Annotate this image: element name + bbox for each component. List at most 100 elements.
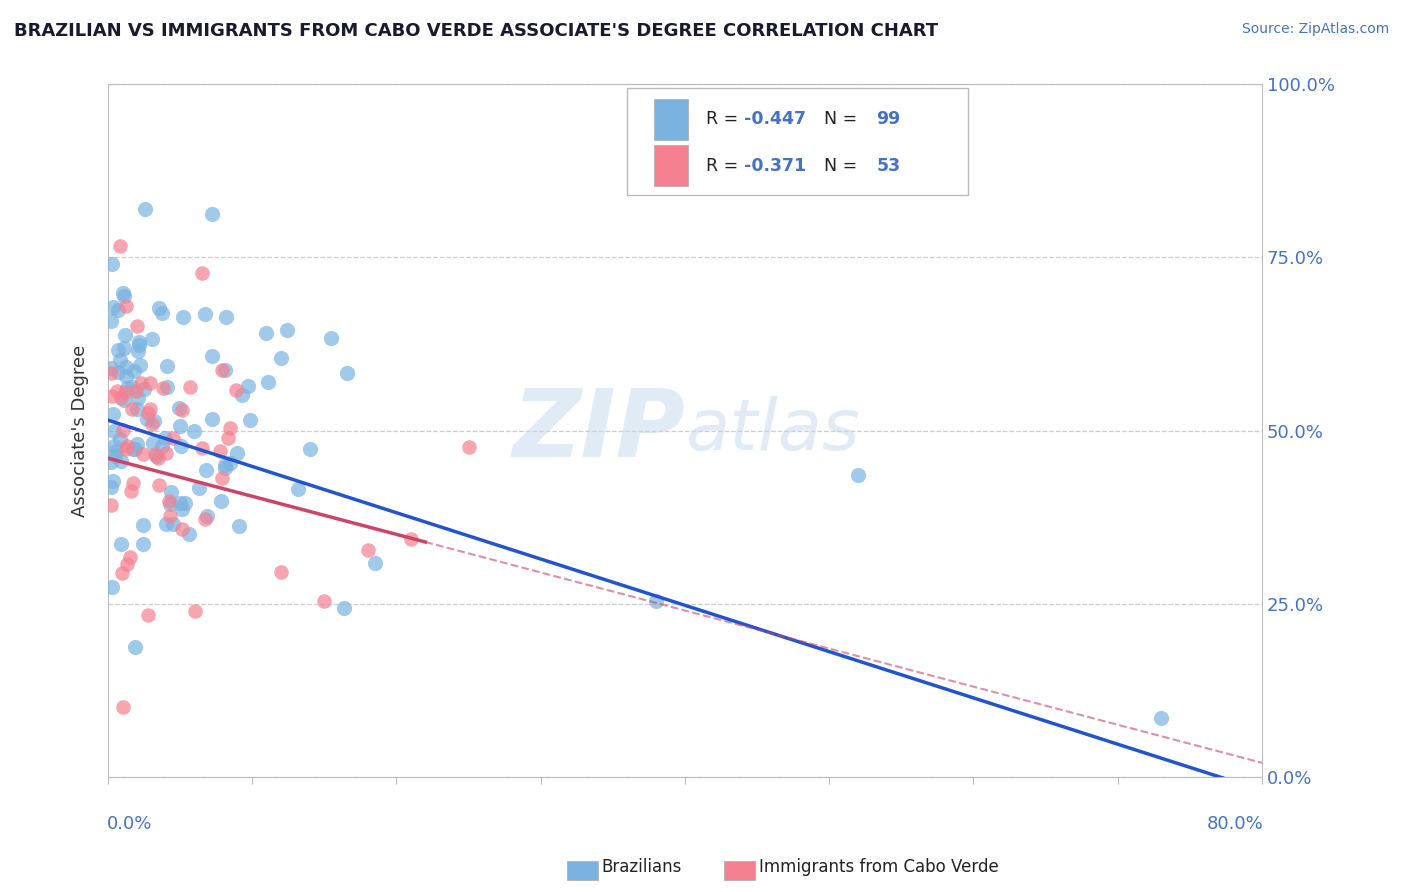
Point [146, 450, 169, 465]
Point [122, 363, 145, 377]
Point [100, 581, 122, 595]
Point [115, 299, 138, 313]
FancyBboxPatch shape [654, 99, 689, 140]
Point [114, 328, 136, 343]
Point [100, 314, 122, 328]
Point [200, 207, 222, 221]
Point [162, 516, 184, 531]
Point [162, 431, 184, 445]
Point [194, 463, 217, 477]
Point [270, 351, 292, 366]
Point [143, 447, 166, 461]
Point [127, 318, 149, 333]
Point [141, 333, 163, 347]
Text: N =: N = [813, 157, 863, 175]
Point [201, 412, 224, 426]
Point [214, 461, 236, 475]
Point [124, 640, 146, 655]
Point [121, 401, 143, 416]
Point [215, 310, 238, 325]
Point [100, 257, 122, 271]
Point [114, 368, 136, 383]
Point [100, 455, 122, 469]
Point [152, 381, 174, 395]
Text: 99: 99 [876, 111, 901, 128]
Point [159, 497, 181, 511]
Point [211, 471, 233, 485]
Point [125, 437, 148, 451]
Point [270, 565, 292, 579]
Point [115, 439, 138, 453]
Point [172, 403, 194, 417]
Point [211, 363, 233, 377]
Point [114, 359, 136, 374]
Point [111, 285, 134, 300]
Point [157, 493, 180, 508]
Point [148, 301, 170, 315]
Point [399, 532, 422, 546]
Point [156, 380, 179, 394]
Point [177, 527, 200, 541]
Point [155, 431, 177, 445]
Point [333, 601, 356, 615]
Point [127, 344, 149, 359]
Point [150, 306, 173, 320]
Point [174, 496, 197, 510]
Point [225, 383, 247, 397]
Point [239, 413, 262, 427]
Point [179, 380, 201, 394]
Text: Source: ZipAtlas.com: Source: ZipAtlas.com [1241, 22, 1389, 37]
Point [276, 323, 298, 337]
Point [314, 593, 336, 607]
Point [100, 366, 122, 380]
Point [110, 537, 132, 551]
Point [169, 418, 191, 433]
Point [132, 447, 155, 461]
Point [112, 392, 135, 407]
Point [225, 446, 247, 460]
Point [148, 478, 170, 492]
FancyBboxPatch shape [627, 88, 967, 195]
Point [201, 349, 224, 363]
Point [114, 384, 136, 399]
Point [112, 289, 135, 303]
Point [183, 424, 205, 438]
Point [141, 417, 163, 432]
Point [155, 446, 177, 460]
Point [128, 337, 150, 351]
Point [107, 343, 129, 357]
Point [105, 384, 128, 398]
Text: N =: N = [813, 111, 863, 128]
Point [128, 358, 150, 372]
Point [129, 376, 152, 390]
Point [256, 375, 278, 389]
Point [145, 449, 167, 463]
Text: 53: 53 [876, 157, 901, 175]
Text: Immigrants from Cabo Verde: Immigrants from Cabo Verde [759, 858, 1000, 876]
Point [214, 458, 236, 472]
Point [299, 442, 322, 456]
Point [111, 566, 134, 580]
Point [111, 700, 134, 714]
Point [846, 467, 869, 482]
Point [132, 537, 155, 551]
Point [170, 439, 193, 453]
FancyBboxPatch shape [654, 145, 689, 186]
Point [120, 483, 142, 498]
Point [214, 363, 236, 377]
Point [103, 407, 125, 421]
Point [236, 378, 259, 392]
Point [134, 202, 156, 216]
Point [194, 511, 217, 525]
Point [195, 508, 218, 523]
Point [1150, 711, 1173, 725]
Point [287, 483, 309, 497]
Point [156, 359, 179, 373]
Point [100, 480, 122, 494]
Point [134, 382, 156, 396]
Point [172, 310, 194, 325]
Point [100, 361, 122, 376]
Point [184, 604, 207, 618]
Point [159, 485, 181, 500]
Text: BRAZILIAN VS IMMIGRANTS FROM CABO VERDE ASSOCIATE'S DEGREE CORRELATION CHART: BRAZILIAN VS IMMIGRANTS FROM CABO VERDE … [14, 22, 938, 40]
